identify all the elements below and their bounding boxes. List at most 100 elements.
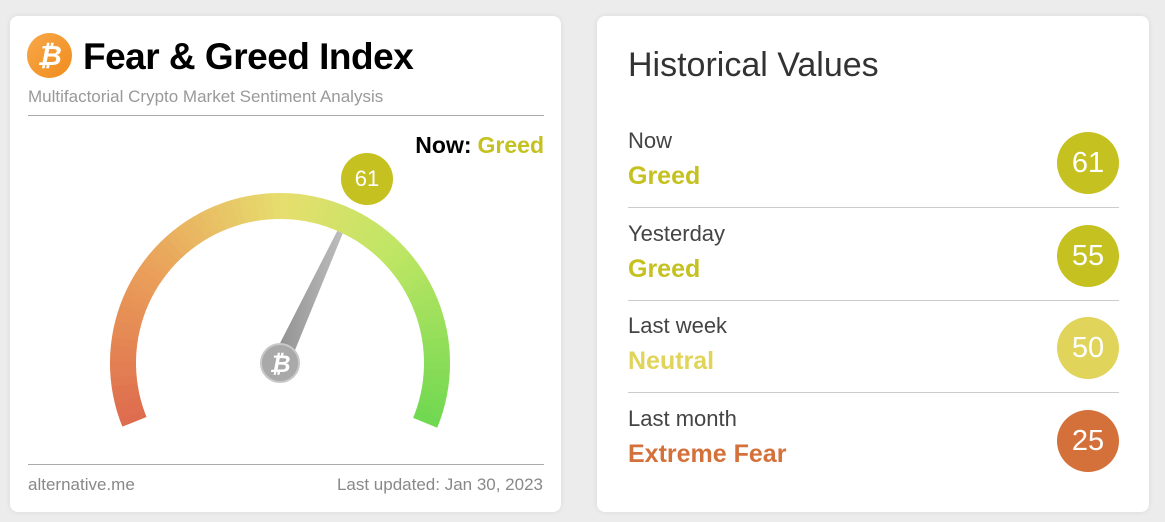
value-badge: 61 (1057, 132, 1119, 194)
classification: Greed (628, 162, 701, 190)
gauge-arc-segment (412, 297, 441, 315)
value-badge: 55 (1057, 224, 1119, 287)
gauge-arc-segment (263, 193, 275, 220)
gauge-arc-segment (321, 200, 339, 228)
gauge-arc-segment (417, 312, 445, 329)
gauge-arc-segment (115, 311, 143, 328)
gauge-arc-segment (172, 225, 196, 252)
gauge-arc-segment (423, 368, 450, 380)
period-label: Yesterday (628, 220, 726, 246)
gauge: ₿ (110, 193, 450, 428)
gauge-arc-segment (166, 230, 190, 257)
gauge-arc-segment (422, 336, 450, 350)
gauge-arc-segment (403, 274, 431, 296)
gauge-arc-segment (130, 273, 158, 295)
gauge-arc-segment (255, 193, 268, 221)
bitcoin-hub-icon: ₿ (269, 351, 290, 378)
gauge-arc-segment (381, 242, 407, 267)
gauge-arc-segment (119, 409, 147, 427)
gauge-arc-segment (110, 335, 138, 349)
bitcoin-logo-icon: ₿ (27, 33, 72, 78)
gauge-arc-segment (139, 260, 166, 283)
widget-subtitle: Multifactorial Crypto Market Sentiment A… (28, 87, 384, 106)
divider (628, 392, 1119, 393)
gauge-arc-segment (143, 253, 170, 277)
gauge-arc-segment (314, 198, 331, 226)
gauge-arc-segment (347, 212, 369, 240)
history-row: Last month Extreme Fear 25 (628, 394, 1119, 486)
history-row: Last week Neutral 50 (628, 301, 1119, 393)
gauge-arc-segment (353, 216, 376, 244)
gauge-arc-segment (422, 375, 450, 388)
divider (28, 464, 544, 465)
gauge-arc-segment (154, 241, 180, 266)
gauge-arc-segment (149, 247, 175, 272)
gauge-arc-segment (215, 202, 233, 230)
gauge-arc-segment (307, 196, 323, 224)
gauge-arc-segment (111, 381, 139, 395)
gauge-needle (271, 230, 343, 367)
history-row: Yesterday Greed 55 (628, 209, 1119, 301)
now-label: Now: (415, 132, 472, 158)
gauge-arc-segment (365, 226, 389, 253)
gauge-arc-segment (413, 410, 441, 428)
gauge-arc-segment (395, 261, 422, 284)
divider (28, 115, 544, 116)
gauge-arc-segment (293, 193, 307, 221)
gauge-arc-segment (419, 320, 447, 336)
gauge-arc-segment (185, 216, 208, 244)
gauge-arc-segment (390, 254, 417, 278)
gauge-arc-segment (120, 296, 148, 314)
gauge-arc-segment (421, 382, 449, 397)
gauge-arc-segment (110, 344, 137, 356)
period-label: Last week (628, 313, 728, 338)
gauge-arc-segment (423, 345, 450, 357)
gauge-value-bubble: 61 (341, 153, 393, 205)
gauge-arc-segment (417, 396, 446, 413)
gauge-arc-segment (116, 402, 145, 419)
gauge-arc-segment (179, 220, 202, 248)
classification: Extreme Fear (628, 439, 787, 468)
classification: Neutral (628, 347, 715, 375)
historical-values-panel: Historical Values Now Greed 61 Yesterday… (597, 16, 1149, 512)
gauge-arc-segment (200, 208, 220, 236)
gauge-arc-segment (113, 319, 141, 335)
gauge-arc-segment (386, 248, 412, 273)
gauge-arc-segment (192, 212, 214, 240)
history-row: Now Greed 61 (628, 116, 1119, 208)
gauge-arc-segment (341, 209, 361, 237)
gauge-arc-segment (415, 304, 443, 322)
gauge-arc-segment (421, 328, 449, 343)
gauge-arc-segment (406, 282, 434, 302)
divider (628, 207, 1119, 208)
divider (628, 299, 1119, 301)
gauge-arc-segment (415, 403, 444, 421)
gauge-arc-segment (419, 389, 447, 405)
gauge-arc-segment (230, 197, 247, 226)
gauge-arc-segment (409, 289, 438, 309)
gauge-arc-segment (160, 235, 185, 261)
gauge-arc-segment (222, 199, 240, 228)
widget-title: Fear & Greed Index (83, 36, 414, 77)
period-label: Now (628, 128, 673, 153)
gauge-arc-segment (110, 374, 138, 387)
gauge-arc-segment (300, 194, 315, 222)
gauge-arc-segment (114, 395, 142, 411)
now-status: Now: Greed (415, 132, 544, 159)
gauge-arc-segment (207, 205, 227, 233)
value-badge: 50 (1057, 317, 1119, 379)
gauge-arc-segment (328, 202, 346, 231)
gauge-arc-segment (370, 231, 395, 257)
value-badge: 25 (1057, 409, 1119, 472)
gauge-arc-segment (123, 288, 151, 308)
gauge-arc-segment (334, 205, 354, 234)
historical-title: Historical Values (628, 46, 879, 84)
gauge-arc-segment (110, 367, 137, 379)
now-classification: Greed (477, 132, 544, 158)
gauge-arc-segment (238, 196, 254, 224)
fear-greed-widget: ₿ Fear & Greed Index Multifactorial Cryp… (10, 16, 561, 512)
classification: Greed (628, 254, 701, 283)
period-label: Last month (628, 405, 737, 431)
gauge-arc-segment (399, 267, 427, 290)
source-link[interactable]: alternative.me (28, 475, 135, 494)
